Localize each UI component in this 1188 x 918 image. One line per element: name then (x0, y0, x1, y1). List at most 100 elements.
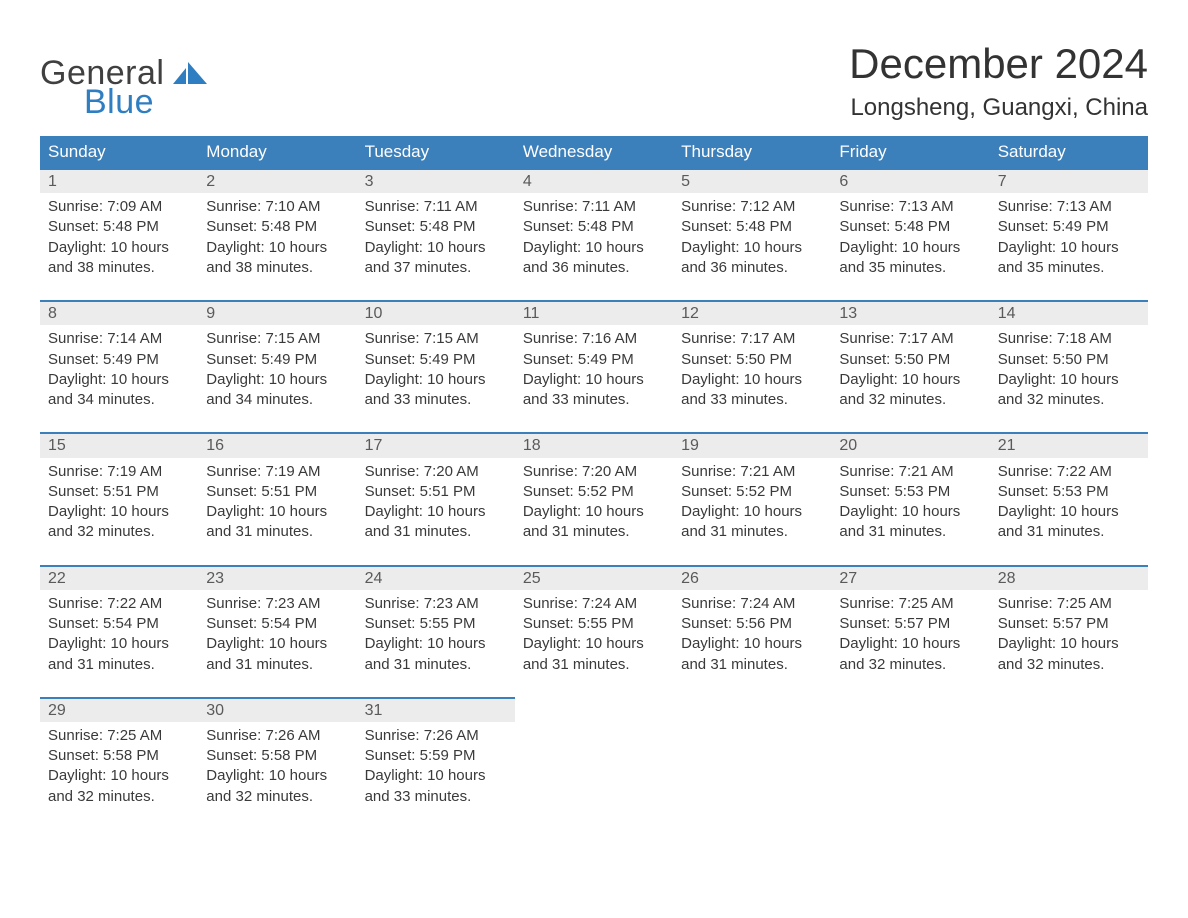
day-cell: 18Sunrise: 7:20 AMSunset: 5:52 PMDayligh… (515, 432, 673, 564)
day-cell: 8Sunrise: 7:14 AMSunset: 5:49 PMDaylight… (40, 300, 198, 432)
calendar: SundayMondayTuesdayWednesdayThursdayFrid… (40, 136, 1148, 829)
sunset-line: Sunset: 5:53 PM (839, 482, 981, 502)
day-details: Sunrise: 7:19 AMSunset: 5:51 PMDaylight:… (40, 458, 198, 565)
daylight-line: Daylight: 10 hours (48, 238, 190, 258)
sunrise-line: Sunrise: 7:23 AM (365, 594, 507, 614)
sunset-line: Sunset: 5:49 PM (998, 217, 1140, 237)
daylight-line: Daylight: 10 hours (681, 238, 823, 258)
day-details: Sunrise: 7:14 AMSunset: 5:49 PMDaylight:… (40, 325, 198, 432)
sunrise-line: Sunrise: 7:17 AM (681, 329, 823, 349)
day-details: Sunrise: 7:18 AMSunset: 5:50 PMDaylight:… (990, 325, 1148, 432)
day-number: 23 (198, 565, 356, 590)
sunset-line: Sunset: 5:59 PM (365, 746, 507, 766)
sunset-line: Sunset: 5:50 PM (681, 350, 823, 370)
day-cell: 4Sunrise: 7:11 AMSunset: 5:48 PMDaylight… (515, 168, 673, 300)
daylight-line: and 31 minutes. (206, 522, 348, 542)
day-cell (831, 697, 989, 829)
day-details: Sunrise: 7:13 AMSunset: 5:49 PMDaylight:… (990, 193, 1148, 300)
daylight-line: and 35 minutes. (998, 258, 1140, 278)
brand-logo: General Blue (40, 40, 207, 122)
day-cell: 24Sunrise: 7:23 AMSunset: 5:55 PMDayligh… (357, 565, 515, 697)
day-details: Sunrise: 7:24 AMSunset: 5:56 PMDaylight:… (673, 590, 831, 697)
day-number: 26 (673, 565, 831, 590)
day-number: 30 (198, 697, 356, 722)
sunset-line: Sunset: 5:54 PM (206, 614, 348, 634)
day-details: Sunrise: 7:20 AMSunset: 5:51 PMDaylight:… (357, 458, 515, 565)
week-row: 29Sunrise: 7:25 AMSunset: 5:58 PMDayligh… (40, 697, 1148, 829)
daylight-line: Daylight: 10 hours (998, 634, 1140, 654)
day-details: Sunrise: 7:09 AMSunset: 5:48 PMDaylight:… (40, 193, 198, 300)
daylight-line: Daylight: 10 hours (48, 370, 190, 390)
sunrise-line: Sunrise: 7:19 AM (48, 462, 190, 482)
sunrise-line: Sunrise: 7:15 AM (206, 329, 348, 349)
day-number: 7 (990, 168, 1148, 193)
sunset-line: Sunset: 5:52 PM (523, 482, 665, 502)
day-header: Friday (831, 136, 989, 168)
sunset-line: Sunset: 5:49 PM (206, 350, 348, 370)
sail-left-icon (173, 68, 186, 84)
day-cell: 14Sunrise: 7:18 AMSunset: 5:50 PMDayligh… (990, 300, 1148, 432)
day-details: Sunrise: 7:12 AMSunset: 5:48 PMDaylight:… (673, 193, 831, 300)
day-cell: 5Sunrise: 7:12 AMSunset: 5:48 PMDaylight… (673, 168, 831, 300)
sunrise-line: Sunrise: 7:20 AM (365, 462, 507, 482)
daylight-line: Daylight: 10 hours (523, 238, 665, 258)
day-cell: 6Sunrise: 7:13 AMSunset: 5:48 PMDaylight… (831, 168, 989, 300)
sunrise-line: Sunrise: 7:14 AM (48, 329, 190, 349)
sunrise-line: Sunrise: 7:12 AM (681, 197, 823, 217)
daylight-line: Daylight: 10 hours (206, 238, 348, 258)
daylight-line: and 32 minutes. (206, 787, 348, 807)
sunrise-line: Sunrise: 7:26 AM (365, 726, 507, 746)
day-cell: 15Sunrise: 7:19 AMSunset: 5:51 PMDayligh… (40, 432, 198, 564)
day-cell: 12Sunrise: 7:17 AMSunset: 5:50 PMDayligh… (673, 300, 831, 432)
sunrise-line: Sunrise: 7:20 AM (523, 462, 665, 482)
day-cell: 10Sunrise: 7:15 AMSunset: 5:49 PMDayligh… (357, 300, 515, 432)
day-cell: 20Sunrise: 7:21 AMSunset: 5:53 PMDayligh… (831, 432, 989, 564)
sunrise-line: Sunrise: 7:26 AM (206, 726, 348, 746)
daylight-line: and 31 minutes. (998, 522, 1140, 542)
daylight-line: and 35 minutes. (839, 258, 981, 278)
day-cell: 21Sunrise: 7:22 AMSunset: 5:53 PMDayligh… (990, 432, 1148, 564)
day-number: 1 (40, 168, 198, 193)
day-cell: 23Sunrise: 7:23 AMSunset: 5:54 PMDayligh… (198, 565, 356, 697)
day-cell: 25Sunrise: 7:24 AMSunset: 5:55 PMDayligh… (515, 565, 673, 697)
week-row: 15Sunrise: 7:19 AMSunset: 5:51 PMDayligh… (40, 432, 1148, 564)
month-title: December 2024 (849, 40, 1148, 88)
day-cell: 11Sunrise: 7:16 AMSunset: 5:49 PMDayligh… (515, 300, 673, 432)
daylight-line: and 31 minutes. (523, 655, 665, 675)
daylight-line: and 34 minutes. (48, 390, 190, 410)
sunset-line: Sunset: 5:50 PM (998, 350, 1140, 370)
day-details: Sunrise: 7:21 AMSunset: 5:52 PMDaylight:… (673, 458, 831, 565)
day-details: Sunrise: 7:10 AMSunset: 5:48 PMDaylight:… (198, 193, 356, 300)
daylight-line: Daylight: 10 hours (48, 766, 190, 786)
day-number: 14 (990, 300, 1148, 325)
logo-sail-icon (173, 62, 207, 84)
day-number: 9 (198, 300, 356, 325)
day-details: Sunrise: 7:17 AMSunset: 5:50 PMDaylight:… (831, 325, 989, 432)
day-number: 18 (515, 432, 673, 457)
daylight-line: Daylight: 10 hours (206, 502, 348, 522)
day-details: Sunrise: 7:25 AMSunset: 5:58 PMDaylight:… (40, 722, 198, 829)
daylight-line: Daylight: 10 hours (365, 502, 507, 522)
sunrise-line: Sunrise: 7:25 AM (839, 594, 981, 614)
daylight-line: Daylight: 10 hours (206, 766, 348, 786)
sunset-line: Sunset: 5:48 PM (365, 217, 507, 237)
daylight-line: Daylight: 10 hours (365, 238, 507, 258)
day-header: Tuesday (357, 136, 515, 168)
daylight-line: Daylight: 10 hours (523, 370, 665, 390)
day-cell: 30Sunrise: 7:26 AMSunset: 5:58 PMDayligh… (198, 697, 356, 829)
day-cell: 28Sunrise: 7:25 AMSunset: 5:57 PMDayligh… (990, 565, 1148, 697)
day-details: Sunrise: 7:26 AMSunset: 5:59 PMDaylight:… (357, 722, 515, 829)
day-number: 21 (990, 432, 1148, 457)
daylight-line: and 36 minutes. (523, 258, 665, 278)
day-header: Sunday (40, 136, 198, 168)
sunset-line: Sunset: 5:48 PM (839, 217, 981, 237)
day-details: Sunrise: 7:19 AMSunset: 5:51 PMDaylight:… (198, 458, 356, 565)
sunrise-line: Sunrise: 7:16 AM (523, 329, 665, 349)
sail-right-icon (188, 62, 207, 84)
calendar-table: SundayMondayTuesdayWednesdayThursdayFrid… (40, 136, 1148, 829)
day-details: Sunrise: 7:24 AMSunset: 5:55 PMDaylight:… (515, 590, 673, 697)
sunrise-line: Sunrise: 7:11 AM (365, 197, 507, 217)
sunrise-line: Sunrise: 7:22 AM (998, 462, 1140, 482)
sunset-line: Sunset: 5:58 PM (48, 746, 190, 766)
daylight-line: Daylight: 10 hours (681, 370, 823, 390)
